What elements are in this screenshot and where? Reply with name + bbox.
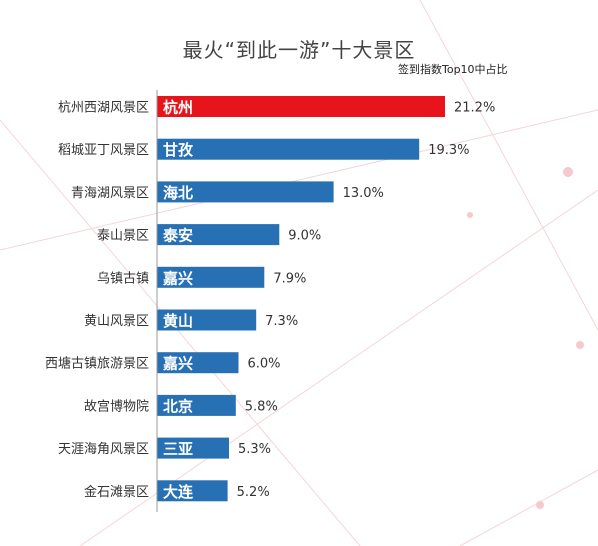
bar-label: 杭州 [163,99,193,117]
category-label: 金石滩景区 [84,484,149,500]
value-label: 13.0% [343,186,384,201]
bar-label: 泰安 [162,227,193,245]
category-label: 天涯海角风景区 [58,442,149,457]
bar-label: 三亚 [163,440,193,458]
bar-label: 嘉兴 [162,269,193,287]
category-label: 青海湖风景区 [71,186,149,201]
bar-label: 甘孜 [163,141,194,159]
bar-label: 大连 [163,483,194,501]
category-label: 乌镇古镇 [97,270,149,286]
bar [157,309,257,331]
value-label: 5.8% [245,399,278,414]
category-label: 西塘古镇旅游景区 [45,356,149,372]
bar-label: 北京 [163,397,193,415]
category-label: 泰山景区 [97,229,149,244]
value-label: 7.3% [265,314,298,329]
bar [157,138,420,160]
bar-label: 海北 [163,184,193,202]
value-label: 5.3% [238,442,271,457]
category-label: 黄山风景区 [84,314,149,329]
bar [157,437,229,459]
bar [157,96,445,117]
category-label: 故宫博物院 [84,399,149,414]
value-label: 5.2% [237,485,270,500]
value-label: 6.0% [248,357,281,372]
category-label: 稻城亚丁风景区 [58,143,149,158]
value-label: 21.2% [454,101,495,116]
value-label: 7.9% [273,271,306,286]
value-label: 9.0% [288,229,321,244]
bar [157,394,236,416]
bar [157,352,239,374]
category-label: 杭州西湖风景区 [58,101,149,116]
bar-label: 嘉兴 [162,355,193,373]
bar [157,181,334,203]
bar-label: 黄山 [163,312,193,330]
bar [157,266,265,288]
chart-subtitle: 签到指数Top10中占比 [398,63,508,76]
value-label: 19.3% [428,143,469,158]
bar [157,224,280,246]
bar [157,480,228,502]
chart-title: 最火“到此一游”十大景区 [182,38,416,62]
